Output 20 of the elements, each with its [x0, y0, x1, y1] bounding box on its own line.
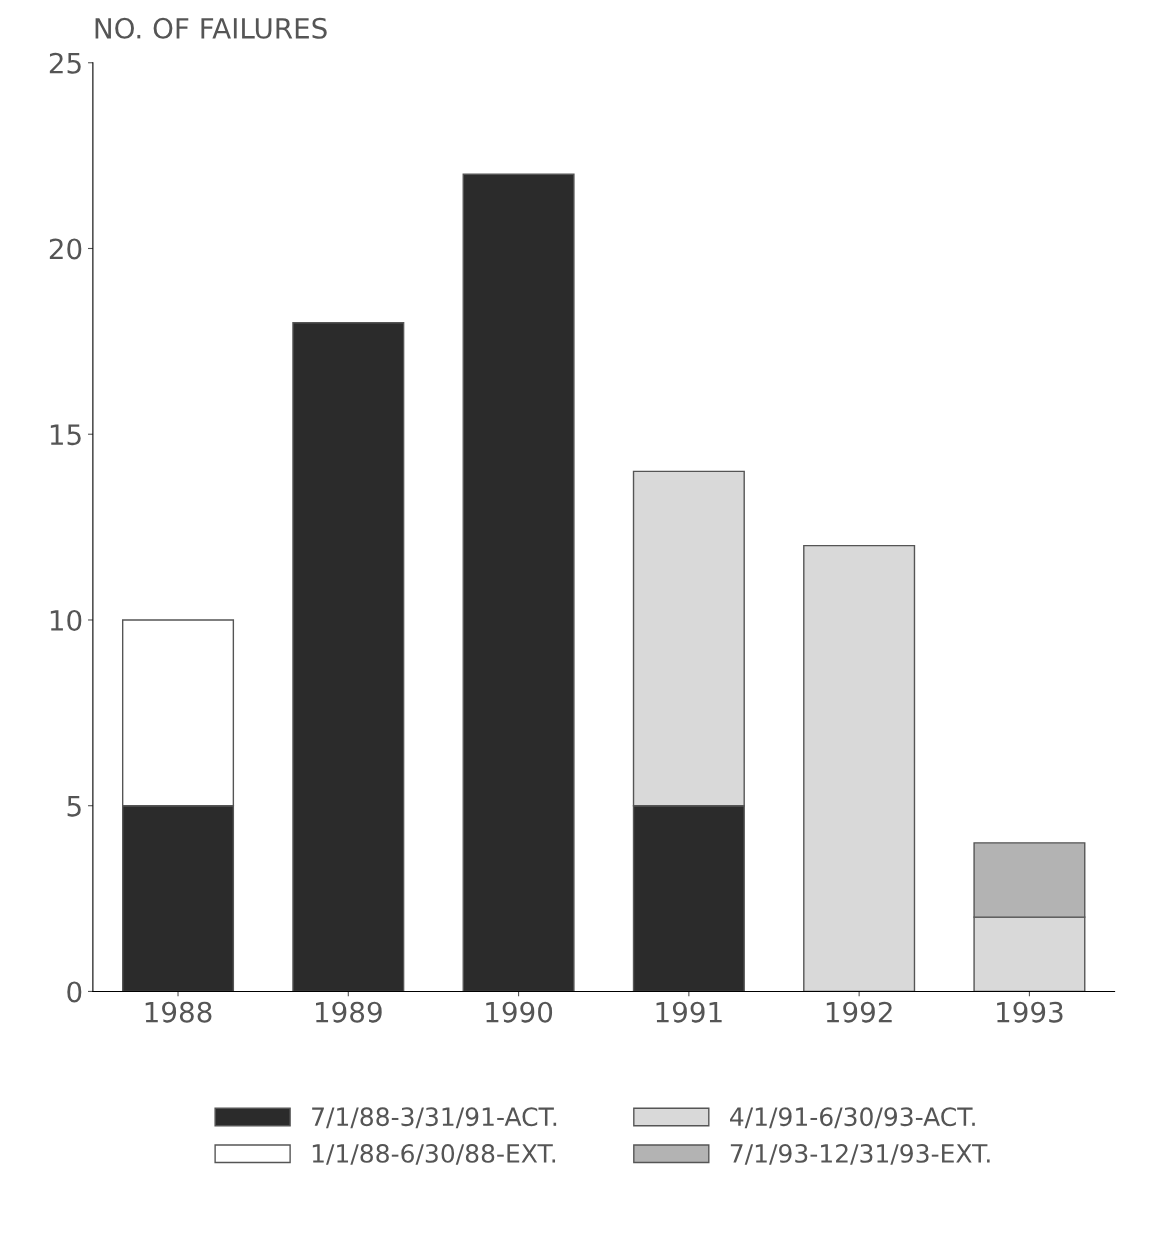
legend-label: 7/1/93-12/31/93-EXT. [730, 1143, 990, 1165]
x-tick-label: 1990 [486, 1001, 553, 1023]
legend-label: 4/1/91-6/30/93-ACT. [730, 1107, 975, 1129]
x-tick-label: 1993 [997, 1001, 1063, 1023]
x-tick-label: 1989 [316, 1001, 382, 1023]
y-tick-label: 0 [67, 981, 82, 1003]
bar [292, 322, 405, 992]
x-tick-label: 1992 [826, 1001, 892, 1023]
x-tick-label: 1991 [656, 1001, 722, 1023]
bar [803, 544, 916, 992]
y-tick-label: 15 [50, 424, 81, 446]
legend-label: 7/1/88-3/31/91-ACT. [312, 1107, 557, 1129]
y-tick-label: 25 [49, 52, 81, 74]
y-tick-label: 10 [50, 609, 82, 631]
x-tick-label: 1988 [145, 1001, 212, 1023]
y-axis-title: NO. OF FAILURES [95, 17, 327, 39]
y-tick-label: 20 [49, 238, 82, 260]
y-tick-label: 5 [67, 796, 81, 817]
legend-label: 1/1/88-6/30/88-EXT. [312, 1143, 556, 1165]
bar [462, 173, 575, 992]
